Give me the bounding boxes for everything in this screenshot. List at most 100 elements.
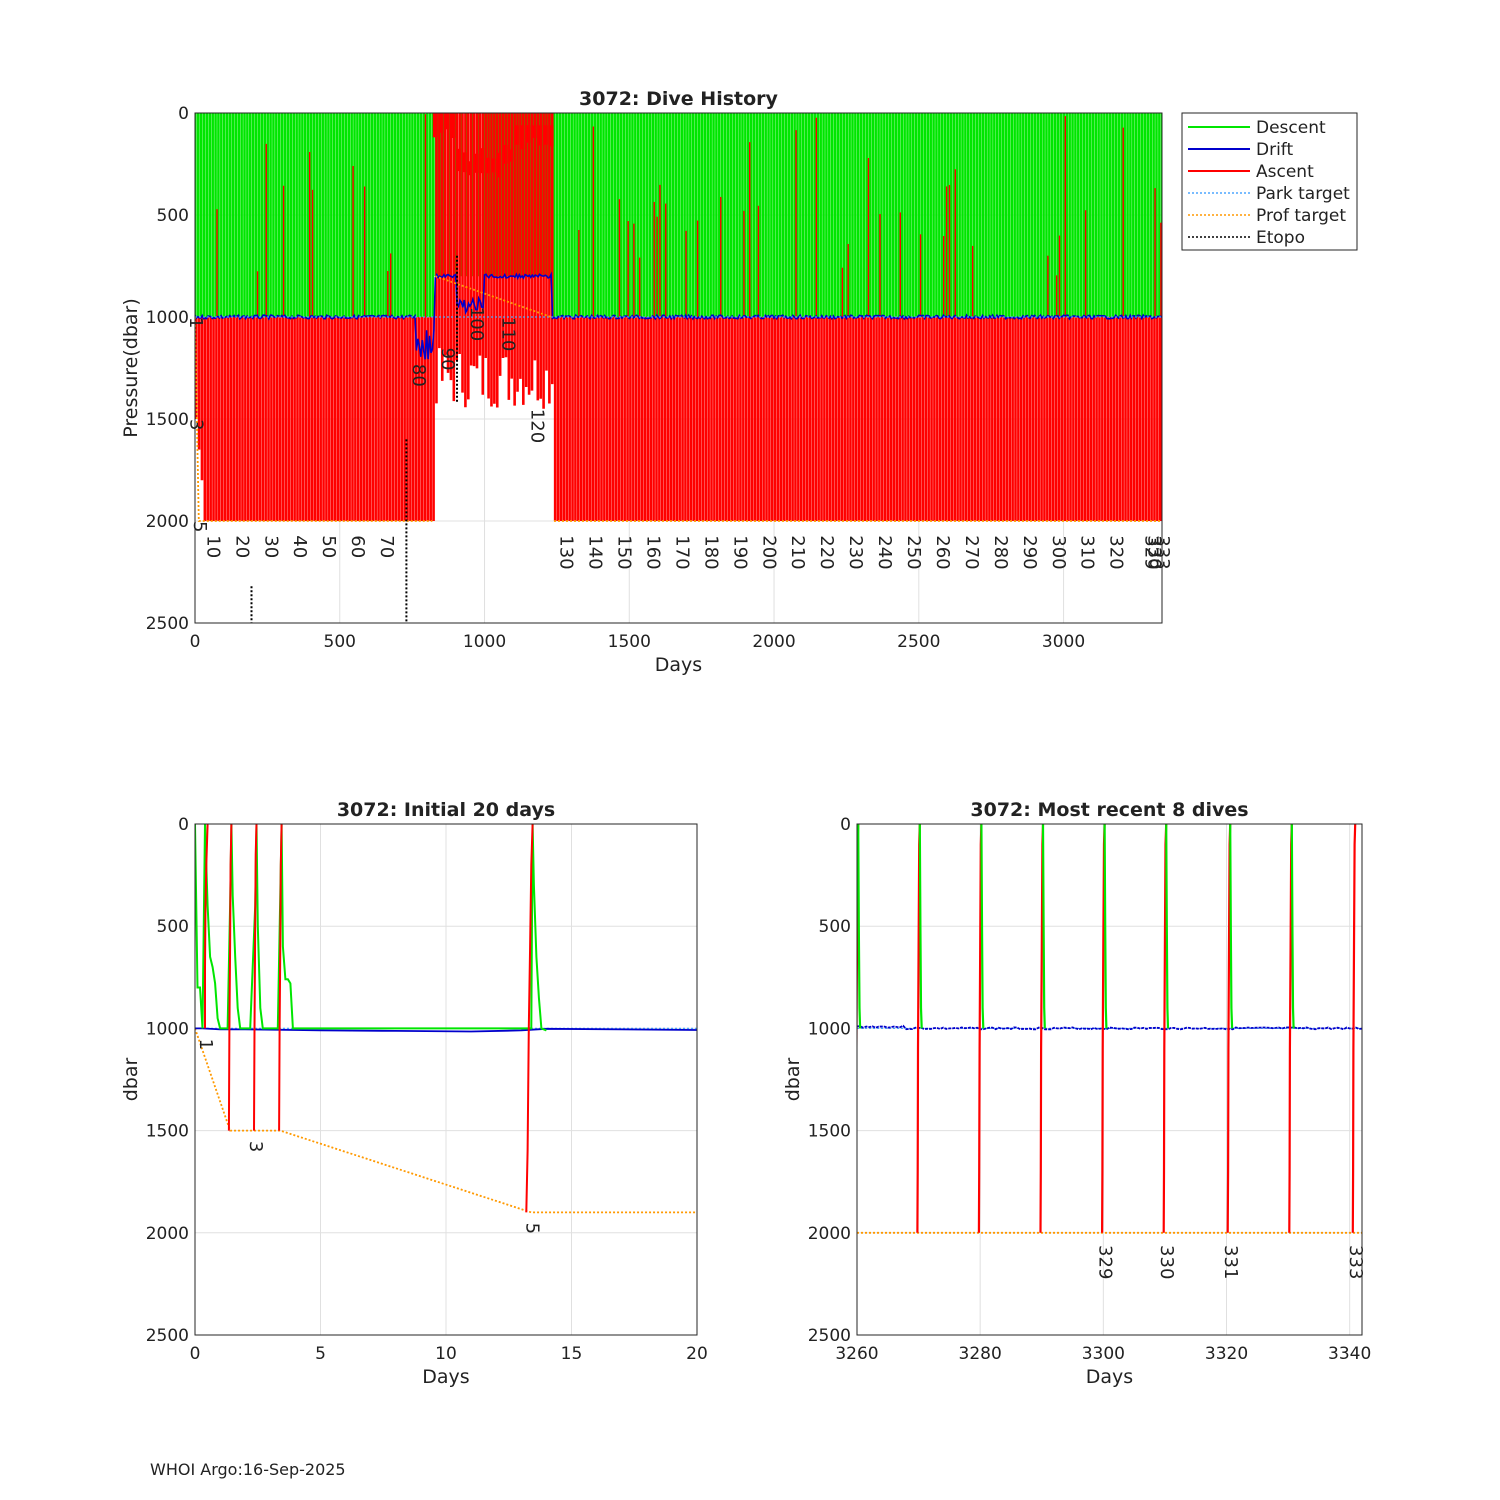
cycle-label: 329 (1095, 1245, 1116, 1279)
descent-line (1290, 824, 1295, 1029)
axes-frame (856, 823, 1363, 1336)
legend-label: Etopo (1256, 228, 1305, 248)
legend-label: Drift (1256, 140, 1293, 160)
cycle-label: 200 (758, 535, 779, 569)
cycle-label: 300 (1048, 535, 1069, 569)
x-tick-label: 3340 (1328, 1344, 1371, 1364)
cycle-label: 130 (556, 535, 577, 569)
legend-box (1181, 112, 1358, 251)
legend-label: Ascent (1256, 162, 1314, 182)
prof-target-line (195, 316, 433, 522)
cycle-label: 80 (408, 364, 429, 387)
cycle-label: 230 (845, 535, 866, 569)
y-tick-label: 0 (178, 815, 189, 835)
footer-credit: WHOI Argo:16-Sep-2025 (150, 1460, 346, 1479)
cycle-label: 3 (245, 1141, 266, 1152)
y-tick-label: 2000 (808, 1224, 851, 1244)
cycle-label: 1 (195, 1039, 216, 1050)
y-axis-label: Pressure(dbar) (120, 298, 142, 438)
descent-line (980, 824, 985, 1029)
cycle-label: 70 (376, 535, 397, 558)
cycle-label: 190 (729, 535, 750, 569)
y-tick-label: 500 (157, 206, 189, 226)
prof-target-line (195, 1028, 697, 1214)
cycle-label: 5 (521, 1223, 542, 1234)
cycle-label: 290 (1019, 535, 1040, 569)
cycle-label: 333 (1345, 1245, 1366, 1279)
y-tick-label: 1500 (146, 1122, 189, 1142)
x-tick-label: 3320 (1205, 1344, 1248, 1364)
plot-area (857, 824, 1362, 1335)
cycle-label: 330 (1156, 1245, 1177, 1279)
cycle-label: 50 (318, 535, 339, 558)
cycle-label: 120 (527, 409, 548, 443)
x-tick-label: 2000 (752, 632, 795, 652)
legend-label: Descent (1256, 118, 1326, 138)
descent-line (1041, 824, 1046, 1029)
cycle-label: 10 (202, 535, 223, 558)
plot-marks (857, 824, 1362, 1234)
x-tick-label: 3260 (835, 1344, 878, 1364)
x-tick-label: 2500 (897, 632, 940, 652)
recent-8-dives-chart: 3260 3280 3300 3320 3340 0 500 1000 1500 2000 2500… (782, 799, 1371, 1388)
cycle-label: 140 (585, 535, 606, 569)
cycle-label: 5 (189, 521, 210, 532)
chart-title: 3072: Dive History (579, 88, 778, 110)
x-axis-label: Days (422, 1366, 469, 1388)
cycle-label: 40 (289, 535, 310, 558)
axes-frame (194, 112, 1163, 624)
prof-target-line (435, 275, 552, 318)
cycle-label: 160 (642, 535, 663, 569)
cycle-label: 220 (816, 535, 837, 569)
y-tick-label: 1000 (146, 1019, 189, 1039)
ascent-line (525, 824, 534, 1213)
legend-label: Prof target (1256, 206, 1346, 226)
x-tick-label: 5 (315, 1344, 326, 1364)
ascent-line (278, 824, 283, 1131)
cycle-label: 180 (700, 535, 721, 569)
x-tick-label: 1000 (463, 632, 506, 652)
cycle-label: 110 (498, 317, 519, 351)
y-tick-label: 0 (178, 104, 189, 124)
y-tick-label: 500 (819, 917, 851, 937)
cycle-label: 170 (671, 535, 692, 569)
x-axis-label: Days (655, 654, 702, 676)
legend-label: Park target (1256, 184, 1350, 204)
cycle-label: 270 (961, 535, 982, 569)
x-axis-label: Days (1086, 1366, 1133, 1388)
drift-line (195, 271, 1162, 360)
cycle-label: 330 (1143, 535, 1164, 569)
descent-line (1229, 824, 1234, 1029)
ascent-line (1351, 824, 1357, 1233)
y-tick-label: 2000 (146, 512, 189, 532)
dive-history-chart: 0 500 1000 1500 2000 2500 3000 0 500 1000 1500 2000… (120, 88, 1173, 676)
plot-marks (195, 113, 1162, 623)
ascent-line (204, 824, 209, 1029)
x-tick-label: 500 (324, 632, 356, 652)
cycle-label: 150 (613, 535, 634, 569)
cycle-label: 280 (990, 535, 1011, 569)
y-tick-label: 2000 (146, 1224, 189, 1244)
cycle-label: 100 (466, 307, 487, 341)
cycle-label: 30 (260, 535, 281, 558)
chart-title: 3072: Initial 20 days (337, 799, 555, 821)
y-tick-label: 1000 (808, 1019, 851, 1039)
cycle-label: 210 (787, 535, 808, 569)
y-tick-label: 1000 (146, 308, 189, 328)
y-tick-label: 1500 (146, 410, 189, 430)
y-tick-label: 2500 (146, 614, 189, 634)
descent-line (1165, 824, 1170, 1029)
x-tick-label: 0 (190, 632, 201, 652)
plot-marks (195, 824, 697, 1214)
initial-20-days-chart: 0 5 10 15 20 0 500 1000 1500 2000 2500 1 3 5 3072: Ini… (120, 799, 708, 1388)
x-tick-label: 15 (561, 1344, 583, 1364)
cycle-label: 90 (437, 348, 458, 371)
y-axis-label: dbar (120, 1058, 142, 1102)
drift-line (195, 1027, 697, 1033)
cycle-label: 20 (231, 535, 252, 558)
y-tick-label: 2500 (146, 1326, 189, 1346)
cycle-label: 60 (347, 535, 368, 558)
chart-title: 3072: Most recent 8 dives (970, 799, 1248, 821)
